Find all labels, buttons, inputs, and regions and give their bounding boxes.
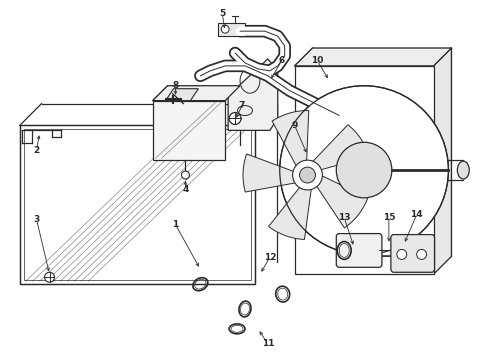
Text: 7: 7 xyxy=(239,101,245,110)
Text: 3: 3 xyxy=(33,215,40,224)
Text: 14: 14 xyxy=(410,210,423,219)
Circle shape xyxy=(397,249,407,260)
Polygon shape xyxy=(294,66,434,274)
Circle shape xyxy=(336,142,392,198)
Circle shape xyxy=(416,249,427,260)
Text: 2: 2 xyxy=(33,146,40,155)
Polygon shape xyxy=(269,185,312,239)
Text: 1: 1 xyxy=(172,220,179,229)
Polygon shape xyxy=(434,48,451,274)
Polygon shape xyxy=(243,154,298,192)
Text: 13: 13 xyxy=(338,213,350,222)
Polygon shape xyxy=(315,175,368,228)
Text: 4: 4 xyxy=(182,185,189,194)
FancyBboxPatch shape xyxy=(336,234,382,267)
Text: 15: 15 xyxy=(383,213,395,222)
Text: 8: 8 xyxy=(172,81,179,90)
Polygon shape xyxy=(228,59,278,130)
Polygon shape xyxy=(20,125,255,284)
Circle shape xyxy=(181,171,190,179)
Circle shape xyxy=(280,86,448,255)
Text: 11: 11 xyxy=(262,339,274,348)
Circle shape xyxy=(221,25,229,33)
Polygon shape xyxy=(153,86,240,100)
Polygon shape xyxy=(166,89,198,100)
Text: 10: 10 xyxy=(311,57,323,66)
Polygon shape xyxy=(311,125,369,170)
Text: 5: 5 xyxy=(219,9,225,18)
Text: 12: 12 xyxy=(264,253,276,262)
Circle shape xyxy=(299,167,316,183)
Circle shape xyxy=(229,113,241,125)
Polygon shape xyxy=(272,111,309,168)
Ellipse shape xyxy=(457,161,469,179)
Text: 6: 6 xyxy=(279,57,285,66)
Polygon shape xyxy=(218,23,245,36)
Text: 9: 9 xyxy=(292,121,298,130)
FancyBboxPatch shape xyxy=(391,235,435,272)
Circle shape xyxy=(45,272,54,282)
Polygon shape xyxy=(153,100,225,160)
Circle shape xyxy=(293,160,322,190)
Polygon shape xyxy=(294,48,451,66)
